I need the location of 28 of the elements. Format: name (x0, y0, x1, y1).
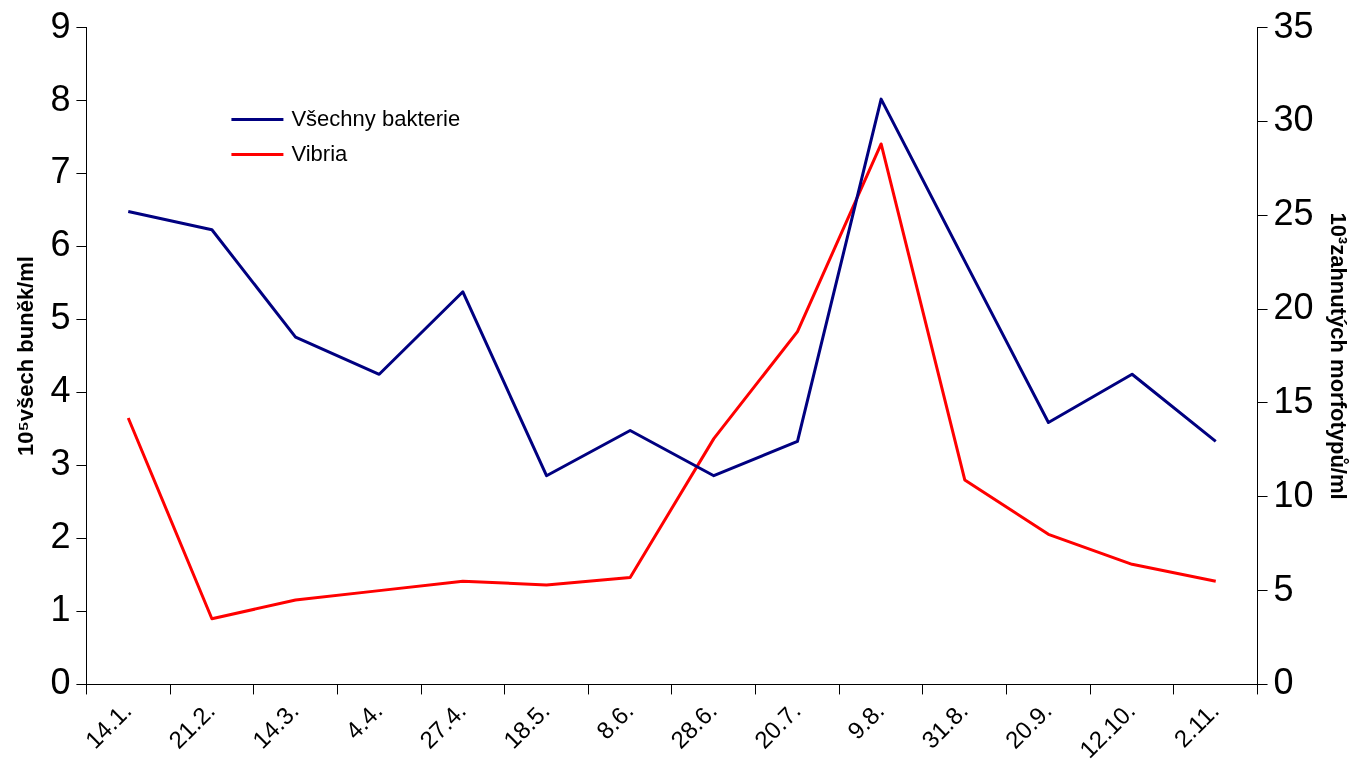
y-tick-label: 5 (50, 296, 71, 338)
y-tick-label: 2 (50, 515, 71, 557)
y2-tick-label: 5 (1273, 567, 1294, 609)
x-tick-label: 2.11. (1168, 696, 1224, 753)
x-tick-label: 31.8. (916, 696, 973, 754)
x-tick-label: 14.1. (79, 696, 137, 754)
y-tick-label: 3 (50, 442, 71, 484)
y2-tick-label: 35 (1273, 4, 1314, 46)
y2-tick-label: 25 (1273, 192, 1314, 234)
y2-tick-label: 30 (1273, 98, 1314, 140)
y-tick-label: 8 (50, 77, 71, 119)
x-tick-label: 8.6. (590, 696, 639, 745)
legend-label: Vibria (291, 140, 349, 166)
y2-tick-label: 20 (1273, 286, 1314, 328)
y2-tick-label: 0 (1273, 661, 1294, 703)
legend-label: Všechny bakterie (291, 105, 461, 131)
y-tick-label: 1 (50, 588, 71, 630)
x-tick-label: 4.4. (340, 696, 388, 745)
y-tick-label: 4 (50, 369, 71, 411)
y-axis-title: 10⁵všech buněk/ml (13, 256, 39, 456)
y-tick-label: 0 (50, 661, 71, 703)
y2-tick-label: 15 (1273, 379, 1314, 421)
y-tick-label: 7 (50, 150, 71, 192)
y2-axis-title: 10³zahnutých morfotypů/ml (1325, 212, 1351, 500)
x-tick-label: 9.8. (841, 696, 890, 745)
y2-tick-label: 10 (1273, 473, 1314, 515)
y-tick-label: 6 (50, 223, 71, 265)
y-tick-label: 9 (50, 4, 71, 46)
